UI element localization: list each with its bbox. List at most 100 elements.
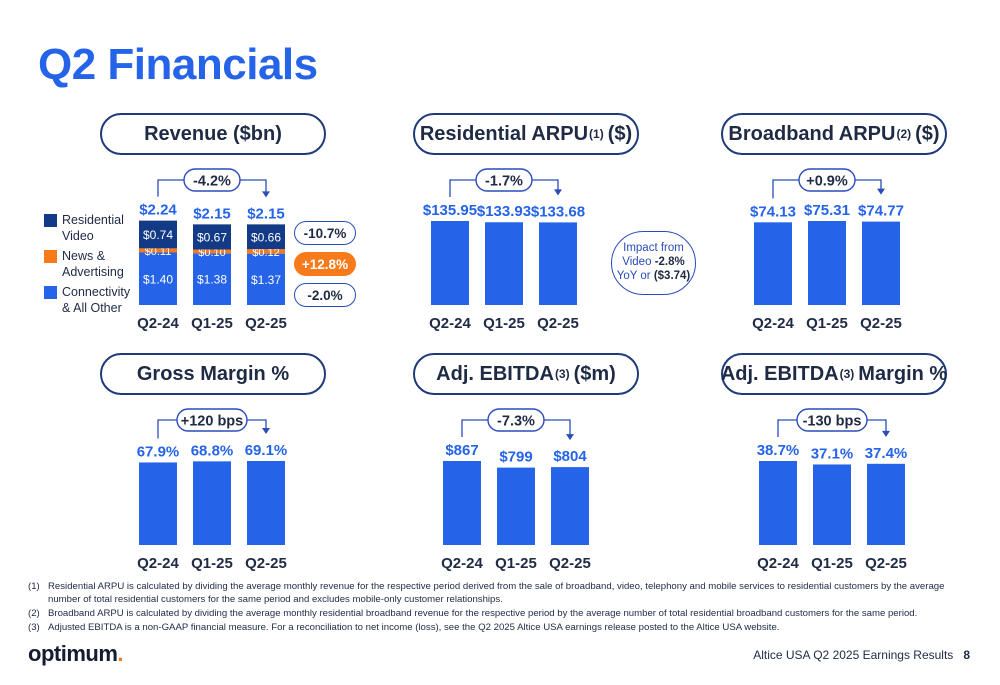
bar bbox=[867, 463, 905, 545]
bar bbox=[759, 461, 797, 545]
bar-value-label: 37.4% bbox=[865, 445, 908, 462]
change-arrowhead bbox=[262, 428, 270, 434]
news-change-badge: +12.8% bbox=[294, 252, 356, 276]
ebitda-margin-panel-title: Adj. EBITDA (3) Margin % bbox=[721, 353, 947, 395]
stacked-bar-segment bbox=[139, 220, 177, 249]
x-tick-label: Q1-25 bbox=[495, 555, 537, 572]
segment-value-label: $0.11 bbox=[145, 246, 172, 258]
segment-value-label: $0.12 bbox=[252, 247, 280, 259]
x-tick-label: Q1-25 bbox=[811, 555, 853, 572]
legend-item-news-advertising: News & Advertising bbox=[44, 248, 134, 280]
x-tick-label: Q1-25 bbox=[806, 315, 848, 332]
segment-value-label: $0.74 bbox=[143, 228, 173, 242]
x-tick-label: Q2-24 bbox=[137, 315, 179, 332]
stacked-bar-segment bbox=[247, 249, 285, 254]
x-tick-label: Q2-24 bbox=[137, 555, 179, 572]
bar-total-label: $2.24 bbox=[139, 202, 177, 219]
legend-swatch bbox=[44, 250, 57, 263]
stacked-bar-segment bbox=[247, 224, 285, 250]
ebitda-unit: ($m) bbox=[573, 362, 616, 385]
stacked-bar-segment bbox=[193, 249, 231, 254]
gross-margin-title-text: Gross Margin % bbox=[136, 362, 290, 385]
legend-label: Connectivity & All Other bbox=[62, 285, 131, 315]
footnote-1: (1) Residential ARPU is calculated by div… bbox=[28, 581, 978, 606]
res-arpu-footnote-ref: (1) bbox=[589, 127, 604, 141]
bar-value-label: 38.7% bbox=[757, 442, 800, 459]
footnote-number: (1) bbox=[28, 581, 40, 592]
segment-value-label: $0.66 bbox=[251, 230, 281, 244]
logo-dot: . bbox=[117, 641, 124, 666]
bar-total-label: $2.15 bbox=[193, 205, 231, 222]
stacked-bar-segment bbox=[139, 248, 177, 253]
bar-value-label: $133.93 bbox=[477, 203, 531, 220]
change-label: +120 bps bbox=[181, 414, 243, 430]
ebitda-margin-footnote-ref: (3) bbox=[839, 367, 855, 381]
x-tick-label: Q2-25 bbox=[549, 555, 591, 572]
legend-label: Residential Video bbox=[62, 213, 124, 243]
callout-line3-prefix: YoY or bbox=[616, 270, 651, 282]
stacked-bar-segment bbox=[193, 253, 231, 305]
residential-arpu-panel-title: Residential ARPU (1) ($) bbox=[413, 113, 639, 155]
bar bbox=[862, 221, 900, 305]
ebitda-title-text: Adj. EBITDA bbox=[436, 362, 554, 385]
bar bbox=[551, 467, 589, 545]
legend-item-residential-video: Residential Video bbox=[44, 212, 134, 244]
residential-arpu-chart: $135.95 Q2-24 $133.93 Q1-25 $133.68 Q2-25 -1.7… bbox=[423, 168, 585, 332]
legend-label: News & Advertising bbox=[62, 249, 124, 279]
change-label: -130 bps bbox=[803, 414, 862, 430]
page-title: Q2 Financials bbox=[38, 40, 318, 89]
change-badge bbox=[183, 168, 241, 192]
x-tick-label: Q1-25 bbox=[191, 555, 233, 572]
res-arpu-unit: ($) bbox=[607, 122, 633, 145]
segment-value-label: $1.37 bbox=[251, 273, 281, 287]
ebitda-margin-chart: 38.7% Q2-24 37.1% Q1-25 37.4% Q2-25 -130 bps bbox=[757, 408, 908, 572]
footnote-number: (3) bbox=[28, 621, 40, 633]
bar bbox=[247, 461, 285, 545]
revenue-panel-title: Revenue ($bn) bbox=[100, 113, 326, 155]
segment-value-label: $0.10 bbox=[198, 247, 226, 259]
video-change-badge: -10.7% bbox=[294, 221, 356, 245]
connectivity-change-badge: -2.0% bbox=[294, 283, 356, 307]
callout-line3-value: ($3.74) bbox=[653, 270, 691, 282]
callout-line1: Impact from bbox=[623, 242, 684, 254]
stacked-bar-segment bbox=[193, 224, 231, 250]
segment-value-label: $1.38 bbox=[197, 273, 227, 287]
stacked-bar-segment bbox=[139, 252, 177, 305]
footnotes: (1) Residential ARPU is calculated by div… bbox=[28, 581, 978, 636]
bar-value-label: $804 bbox=[553, 448, 587, 465]
bb-arpu-title-text: Broadband ARPU bbox=[728, 122, 896, 145]
x-tick-label: Q2-25 bbox=[537, 315, 579, 332]
ebitda-footnote-ref: (3) bbox=[554, 367, 570, 381]
x-tick-label: Q2-25 bbox=[245, 555, 287, 572]
footnote-number: (2) bbox=[28, 607, 40, 619]
bar-total-label: $2.15 bbox=[247, 205, 285, 222]
revenue-title-text: Revenue ($bn) bbox=[144, 122, 282, 145]
footer: Altice USA Q2 2025 Earnings Results 8 bbox=[753, 648, 970, 662]
x-tick-label: Q2-24 bbox=[441, 555, 483, 572]
bar-value-label: $135.95 bbox=[423, 202, 477, 219]
bar bbox=[497, 467, 535, 545]
change-badge bbox=[796, 408, 868, 432]
bar-value-label: 37.1% bbox=[811, 445, 854, 462]
legend-swatch bbox=[44, 214, 57, 227]
bar bbox=[443, 461, 481, 545]
stacked-bar-segment bbox=[247, 253, 285, 305]
change-badge bbox=[475, 168, 533, 192]
bar-value-label: $74.77 bbox=[858, 203, 904, 220]
bar bbox=[485, 222, 523, 305]
bar-value-label: $75.31 bbox=[804, 202, 850, 219]
callout-line3: YoY or ($3.74) bbox=[612, 269, 695, 283]
callout-line2: Video -2.8% bbox=[612, 255, 695, 269]
footnote-2: (2) Broadband ARPU is calculated by divid… bbox=[28, 608, 978, 621]
res-arpu-title-text: Residential ARPU bbox=[419, 122, 589, 145]
logo-text: optimum bbox=[28, 641, 118, 666]
bar-value-label: $867 bbox=[445, 442, 478, 459]
change-arrowhead bbox=[554, 189, 562, 196]
broadband-arpu-chart: $74.13 Q2-24 $75.31 Q1-25 $74.77 Q2-25 +0.9% bbox=[750, 168, 904, 332]
change-arrowhead bbox=[262, 191, 270, 198]
callout-line2-value: -2.8% bbox=[654, 256, 685, 268]
change-arrowhead bbox=[566, 434, 574, 441]
legend-swatch bbox=[44, 286, 57, 299]
bar-value-label: 68.8% bbox=[191, 442, 234, 459]
gross-margin-panel-title: Gross Margin % bbox=[100, 353, 326, 395]
